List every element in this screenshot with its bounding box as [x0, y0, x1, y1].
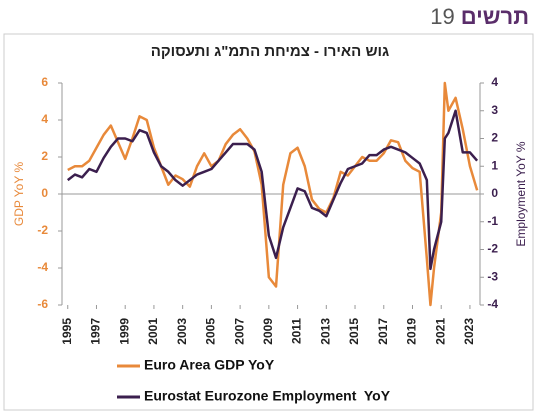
y-tick-label: -4: [37, 260, 48, 274]
legend-label: Euro Area GDP YoY: [144, 357, 275, 373]
x-tick-label: 2009: [261, 318, 275, 345]
x-tick-label: 2013: [318, 318, 332, 345]
legend-label: Eurostat Eurozone Employment YoY: [144, 388, 391, 404]
y-tick-label: 0: [41, 186, 48, 200]
y2-tick-label: -3: [487, 269, 498, 283]
chart-title: גוש האירו - צמיחת התמ"ג ותעסוקה: [151, 43, 390, 60]
series-line: [66, 109, 479, 271]
y2-tick-label: -2: [487, 242, 498, 256]
header-number: 19: [430, 4, 455, 29]
x-tick-label: 2001: [146, 318, 160, 345]
header: תרשים19: [430, 4, 529, 30]
x-tick-label: 1999: [117, 318, 131, 345]
x-tick-label: 2015: [347, 318, 361, 345]
series-line: [67, 81, 479, 307]
y2-axis-label: Employment YoY %: [514, 141, 528, 247]
y2-tick-label: 1: [491, 158, 498, 172]
x-tick-label: 2017: [376, 318, 390, 345]
y-tick-label: 4: [41, 112, 48, 126]
y-tick-label: -6: [37, 297, 48, 311]
y-axis-label: GDP YoY %: [12, 162, 26, 227]
header-label: תרשים: [460, 4, 529, 29]
x-tick-label: 2011: [290, 318, 304, 344]
y2-tick-label: 0: [491, 186, 498, 200]
y2-tick-label: 3: [491, 103, 498, 117]
x-tick-label: 1995: [60, 318, 74, 345]
x-tick-label: 2023: [462, 318, 476, 345]
x-tick-label: 2007: [232, 318, 246, 345]
x-tick-label: 2003: [175, 318, 189, 345]
x-tick-label: 2021: [433, 318, 447, 345]
x-tick-label: 2019: [405, 318, 419, 345]
y2-tick-label: -1: [487, 214, 498, 228]
y-tick-label: -2: [37, 223, 48, 237]
y2-tick-label: 4: [491, 75, 498, 89]
y-tick-label: 2: [41, 149, 48, 163]
y2-tick-label: 2: [491, 131, 498, 145]
x-tick-label: 1997: [89, 318, 103, 345]
x-tick-label: 2005: [204, 318, 218, 345]
y-tick-label: 6: [41, 75, 48, 89]
y2-tick-label: -4: [487, 297, 498, 311]
frame: [3, 33, 534, 411]
